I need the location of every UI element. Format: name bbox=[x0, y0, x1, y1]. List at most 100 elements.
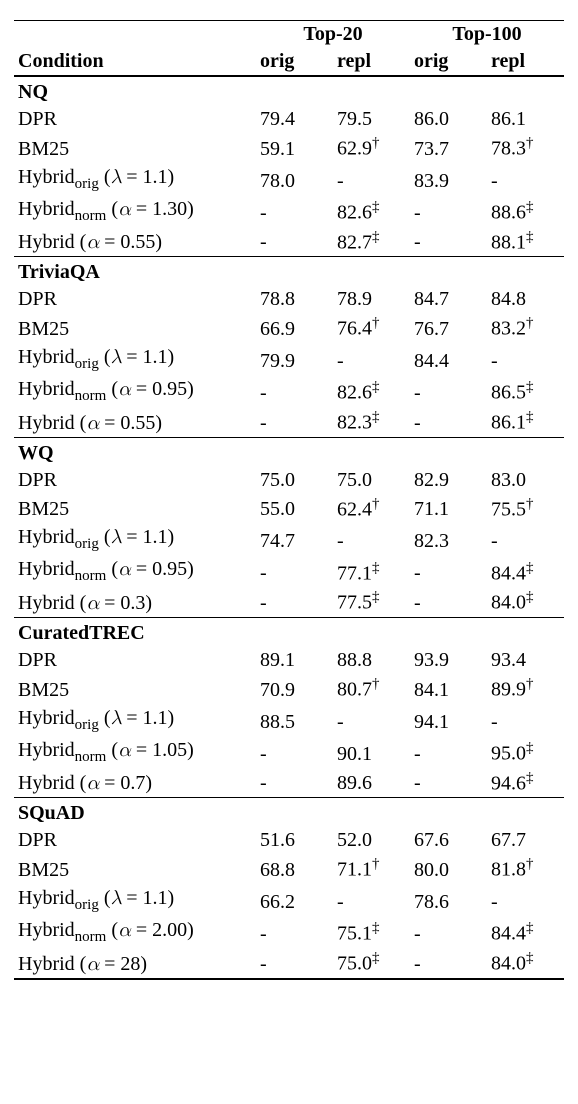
header-orig-1: orig bbox=[256, 48, 333, 76]
value-cell: 67.7 bbox=[487, 827, 564, 854]
value-cell: 90.1 bbox=[333, 736, 410, 768]
table-row: Hybridnorm (α = 0.95)-82.6‡-86.5‡ bbox=[14, 375, 564, 407]
value-cell: - bbox=[410, 587, 487, 617]
value-cell: 83.2† bbox=[487, 313, 564, 343]
condition-cell: DPR bbox=[14, 286, 256, 313]
value-cell: - bbox=[333, 343, 410, 375]
value-cell: 84.0‡ bbox=[487, 587, 564, 617]
value-cell: 78.3† bbox=[487, 133, 564, 163]
value-cell: 82.7‡ bbox=[333, 227, 410, 257]
value-cell: 82.3‡ bbox=[333, 407, 410, 437]
value-cell: 89.9† bbox=[487, 674, 564, 704]
value-cell: - bbox=[487, 884, 564, 916]
table-row: Hybridorig (λ = 1.1)74.7-82.3- bbox=[14, 523, 564, 555]
table-row: Hybrid (α = 0.3)-77.5‡-84.0‡ bbox=[14, 587, 564, 617]
value-cell: 66.9 bbox=[256, 313, 333, 343]
condition-cell: Hybridorig (λ = 1.1) bbox=[14, 704, 256, 736]
table-row: Hybridorig (λ = 1.1)78.0-83.9- bbox=[14, 163, 564, 195]
header-row-2: Condition orig repl orig repl bbox=[14, 48, 564, 76]
value-cell: 79.9 bbox=[256, 343, 333, 375]
value-cell: 84.4‡ bbox=[487, 916, 564, 948]
table-body: NQDPR79.479.586.086.1BM2559.162.9†73.778… bbox=[14, 76, 564, 980]
value-cell: 77.5‡ bbox=[333, 587, 410, 617]
value-cell: 83.9 bbox=[410, 163, 487, 195]
value-cell: 52.0 bbox=[333, 827, 410, 854]
value-cell: - bbox=[410, 948, 487, 979]
value-cell: 95.0‡ bbox=[487, 736, 564, 768]
condition-cell: Hybrid (α = 0.3) bbox=[14, 587, 256, 617]
value-cell: - bbox=[487, 163, 564, 195]
value-cell: 84.1 bbox=[410, 674, 487, 704]
value-cell: - bbox=[256, 768, 333, 798]
section-header: NQ bbox=[14, 76, 564, 106]
value-cell: - bbox=[333, 523, 410, 555]
value-cell: 86.5‡ bbox=[487, 375, 564, 407]
value-cell: 88.1‡ bbox=[487, 227, 564, 257]
header-top100: Top-100 bbox=[410, 21, 564, 49]
value-cell: 94.6‡ bbox=[487, 768, 564, 798]
value-cell: 86.1 bbox=[487, 106, 564, 133]
table-row: DPR51.652.067.667.7 bbox=[14, 827, 564, 854]
table-row: BM2570.980.7†84.189.9† bbox=[14, 674, 564, 704]
value-cell: - bbox=[487, 704, 564, 736]
value-cell: 80.0 bbox=[410, 854, 487, 884]
value-cell: 59.1 bbox=[256, 133, 333, 163]
value-cell: - bbox=[256, 587, 333, 617]
value-cell: - bbox=[333, 704, 410, 736]
value-cell: - bbox=[487, 343, 564, 375]
value-cell: 75.5† bbox=[487, 494, 564, 524]
condition-cell: Hybridnorm (α = 1.05) bbox=[14, 736, 256, 768]
header-row-1: Top-20 Top-100 bbox=[14, 21, 564, 49]
table-row: DPR89.188.893.993.4 bbox=[14, 647, 564, 674]
table-row: DPR78.878.984.784.8 bbox=[14, 286, 564, 313]
value-cell: - bbox=[256, 916, 333, 948]
value-cell: 89.1 bbox=[256, 647, 333, 674]
value-cell: 78.9 bbox=[333, 286, 410, 313]
condition-cell: BM25 bbox=[14, 854, 256, 884]
value-cell: 75.0 bbox=[256, 467, 333, 494]
condition-cell: BM25 bbox=[14, 674, 256, 704]
value-cell: - bbox=[410, 916, 487, 948]
table-row: Hybridorig (λ = 1.1)66.2-78.6- bbox=[14, 884, 564, 916]
condition-cell: Hybridnorm (α = 0.95) bbox=[14, 555, 256, 587]
condition-cell: DPR bbox=[14, 106, 256, 133]
section-header: SQuAD bbox=[14, 798, 564, 828]
value-cell: 88.8 bbox=[333, 647, 410, 674]
condition-cell: Hybrid (α = 28) bbox=[14, 948, 256, 979]
section-name: TriviaQA bbox=[14, 257, 564, 287]
section-name: NQ bbox=[14, 76, 564, 106]
value-cell: 89.6 bbox=[333, 768, 410, 798]
table-row: Hybrid (α = 0.55)-82.3‡-86.1‡ bbox=[14, 407, 564, 437]
value-cell: 71.1† bbox=[333, 854, 410, 884]
header-orig-2: orig bbox=[410, 48, 487, 76]
condition-cell: Hybridorig (λ = 1.1) bbox=[14, 523, 256, 555]
value-cell: 76.7 bbox=[410, 313, 487, 343]
value-cell: - bbox=[333, 163, 410, 195]
value-cell: - bbox=[410, 768, 487, 798]
section-header: CuratedTREC bbox=[14, 617, 564, 647]
value-cell: 83.0 bbox=[487, 467, 564, 494]
value-cell: 84.8 bbox=[487, 286, 564, 313]
condition-cell: DPR bbox=[14, 827, 256, 854]
value-cell: 67.6 bbox=[410, 827, 487, 854]
value-cell: 78.8 bbox=[256, 286, 333, 313]
value-cell: 75.1‡ bbox=[333, 916, 410, 948]
table-row: DPR75.075.082.983.0 bbox=[14, 467, 564, 494]
value-cell: 51.6 bbox=[256, 827, 333, 854]
value-cell: - bbox=[256, 736, 333, 768]
value-cell: 82.6‡ bbox=[333, 195, 410, 227]
section-header: TriviaQA bbox=[14, 257, 564, 287]
value-cell: 78.0 bbox=[256, 163, 333, 195]
value-cell: 88.5 bbox=[256, 704, 333, 736]
value-cell: 76.4† bbox=[333, 313, 410, 343]
value-cell: 82.9 bbox=[410, 467, 487, 494]
header-repl-1: repl bbox=[333, 48, 410, 76]
value-cell: - bbox=[256, 555, 333, 587]
value-cell: - bbox=[410, 555, 487, 587]
value-cell: 55.0 bbox=[256, 494, 333, 524]
header-condition: Condition bbox=[14, 48, 256, 76]
value-cell: 86.1‡ bbox=[487, 407, 564, 437]
table-row: BM2568.871.1†80.081.8† bbox=[14, 854, 564, 884]
value-cell: - bbox=[256, 948, 333, 979]
section-name: SQuAD bbox=[14, 798, 564, 828]
